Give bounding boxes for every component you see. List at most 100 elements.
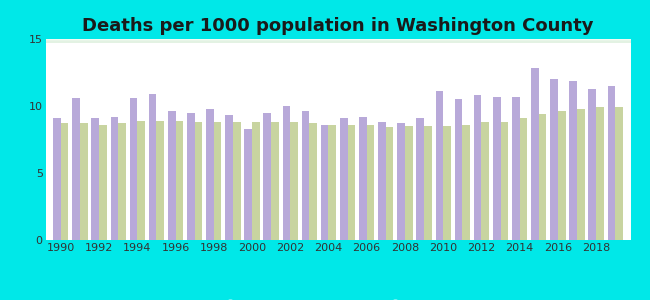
Legend: Washington County, Indiana: Washington County, Indiana bbox=[213, 295, 463, 300]
Bar bbox=[46, 40, 630, 42]
Bar bbox=[569, 80, 577, 240]
Bar bbox=[46, 41, 630, 43]
Bar bbox=[46, 41, 630, 43]
Bar bbox=[46, 40, 630, 42]
Bar bbox=[550, 79, 558, 240]
Bar bbox=[46, 40, 630, 42]
Bar bbox=[397, 123, 405, 240]
Bar bbox=[46, 40, 630, 43]
Bar bbox=[321, 125, 328, 240]
Bar bbox=[46, 40, 630, 42]
Bar bbox=[46, 41, 630, 43]
Bar bbox=[359, 117, 367, 240]
Bar bbox=[46, 41, 630, 43]
Bar bbox=[157, 121, 164, 240]
Bar bbox=[176, 121, 183, 240]
Bar bbox=[46, 41, 630, 43]
Bar bbox=[46, 40, 630, 42]
Bar bbox=[46, 40, 630, 43]
Bar bbox=[46, 40, 630, 42]
Bar bbox=[46, 41, 630, 43]
Bar bbox=[46, 41, 630, 43]
Bar bbox=[46, 40, 630, 42]
Bar bbox=[46, 40, 630, 42]
Bar bbox=[46, 40, 630, 43]
Bar bbox=[493, 97, 500, 240]
Bar bbox=[46, 40, 630, 43]
Bar bbox=[46, 40, 630, 42]
Bar bbox=[46, 40, 630, 42]
Bar bbox=[386, 128, 393, 240]
Bar bbox=[46, 40, 630, 43]
Bar bbox=[46, 40, 630, 42]
Bar bbox=[46, 40, 630, 42]
Bar bbox=[46, 39, 630, 41]
Bar bbox=[378, 122, 386, 240]
Bar bbox=[531, 68, 539, 240]
Bar bbox=[111, 117, 118, 240]
Bar bbox=[46, 41, 630, 43]
Bar bbox=[454, 99, 462, 240]
Bar bbox=[46, 40, 630, 42]
Bar bbox=[46, 40, 630, 42]
Bar bbox=[588, 88, 596, 240]
Bar bbox=[46, 40, 630, 42]
Bar bbox=[46, 40, 630, 41]
Bar bbox=[46, 39, 630, 41]
Bar bbox=[283, 106, 290, 240]
Bar bbox=[46, 40, 630, 42]
Bar bbox=[46, 40, 630, 42]
Bar bbox=[46, 40, 630, 43]
Bar bbox=[271, 122, 279, 240]
Bar bbox=[46, 40, 630, 43]
Bar bbox=[46, 40, 630, 42]
Bar bbox=[46, 41, 630, 43]
Bar bbox=[46, 39, 630, 41]
Bar bbox=[46, 39, 630, 41]
Bar bbox=[168, 111, 176, 240]
Bar bbox=[46, 40, 630, 42]
Bar bbox=[512, 97, 519, 240]
Bar bbox=[118, 123, 126, 240]
Bar bbox=[263, 113, 271, 240]
Bar bbox=[244, 129, 252, 240]
Bar bbox=[46, 39, 630, 41]
Bar bbox=[367, 125, 374, 240]
Bar bbox=[80, 123, 88, 240]
Bar bbox=[46, 41, 630, 43]
Title: Deaths per 1000 population in Washington County: Deaths per 1000 population in Washington… bbox=[83, 17, 593, 35]
Bar bbox=[46, 39, 630, 41]
Bar bbox=[46, 40, 630, 41]
Bar bbox=[194, 122, 202, 240]
Bar bbox=[61, 123, 68, 240]
Bar bbox=[46, 41, 630, 43]
Bar bbox=[206, 109, 214, 240]
Bar bbox=[46, 39, 630, 41]
Bar bbox=[72, 98, 80, 240]
Bar bbox=[328, 125, 336, 240]
Bar bbox=[417, 118, 424, 240]
Bar bbox=[46, 39, 630, 41]
Bar bbox=[462, 125, 470, 240]
Bar bbox=[608, 86, 615, 240]
Bar bbox=[46, 40, 630, 42]
Bar bbox=[290, 122, 298, 240]
Bar bbox=[577, 109, 584, 240]
Bar bbox=[46, 40, 630, 42]
Bar bbox=[46, 39, 630, 41]
Bar bbox=[46, 40, 630, 42]
Bar bbox=[46, 39, 630, 41]
Bar bbox=[53, 118, 61, 240]
Bar bbox=[46, 40, 630, 42]
Bar bbox=[46, 41, 630, 43]
Bar bbox=[340, 118, 348, 240]
Bar bbox=[46, 40, 630, 42]
Bar bbox=[46, 41, 630, 43]
Bar bbox=[46, 40, 630, 43]
Bar bbox=[46, 40, 630, 42]
Bar bbox=[225, 116, 233, 240]
Bar bbox=[187, 113, 194, 240]
Bar bbox=[46, 40, 630, 42]
Bar bbox=[137, 121, 145, 240]
Bar bbox=[348, 125, 355, 240]
